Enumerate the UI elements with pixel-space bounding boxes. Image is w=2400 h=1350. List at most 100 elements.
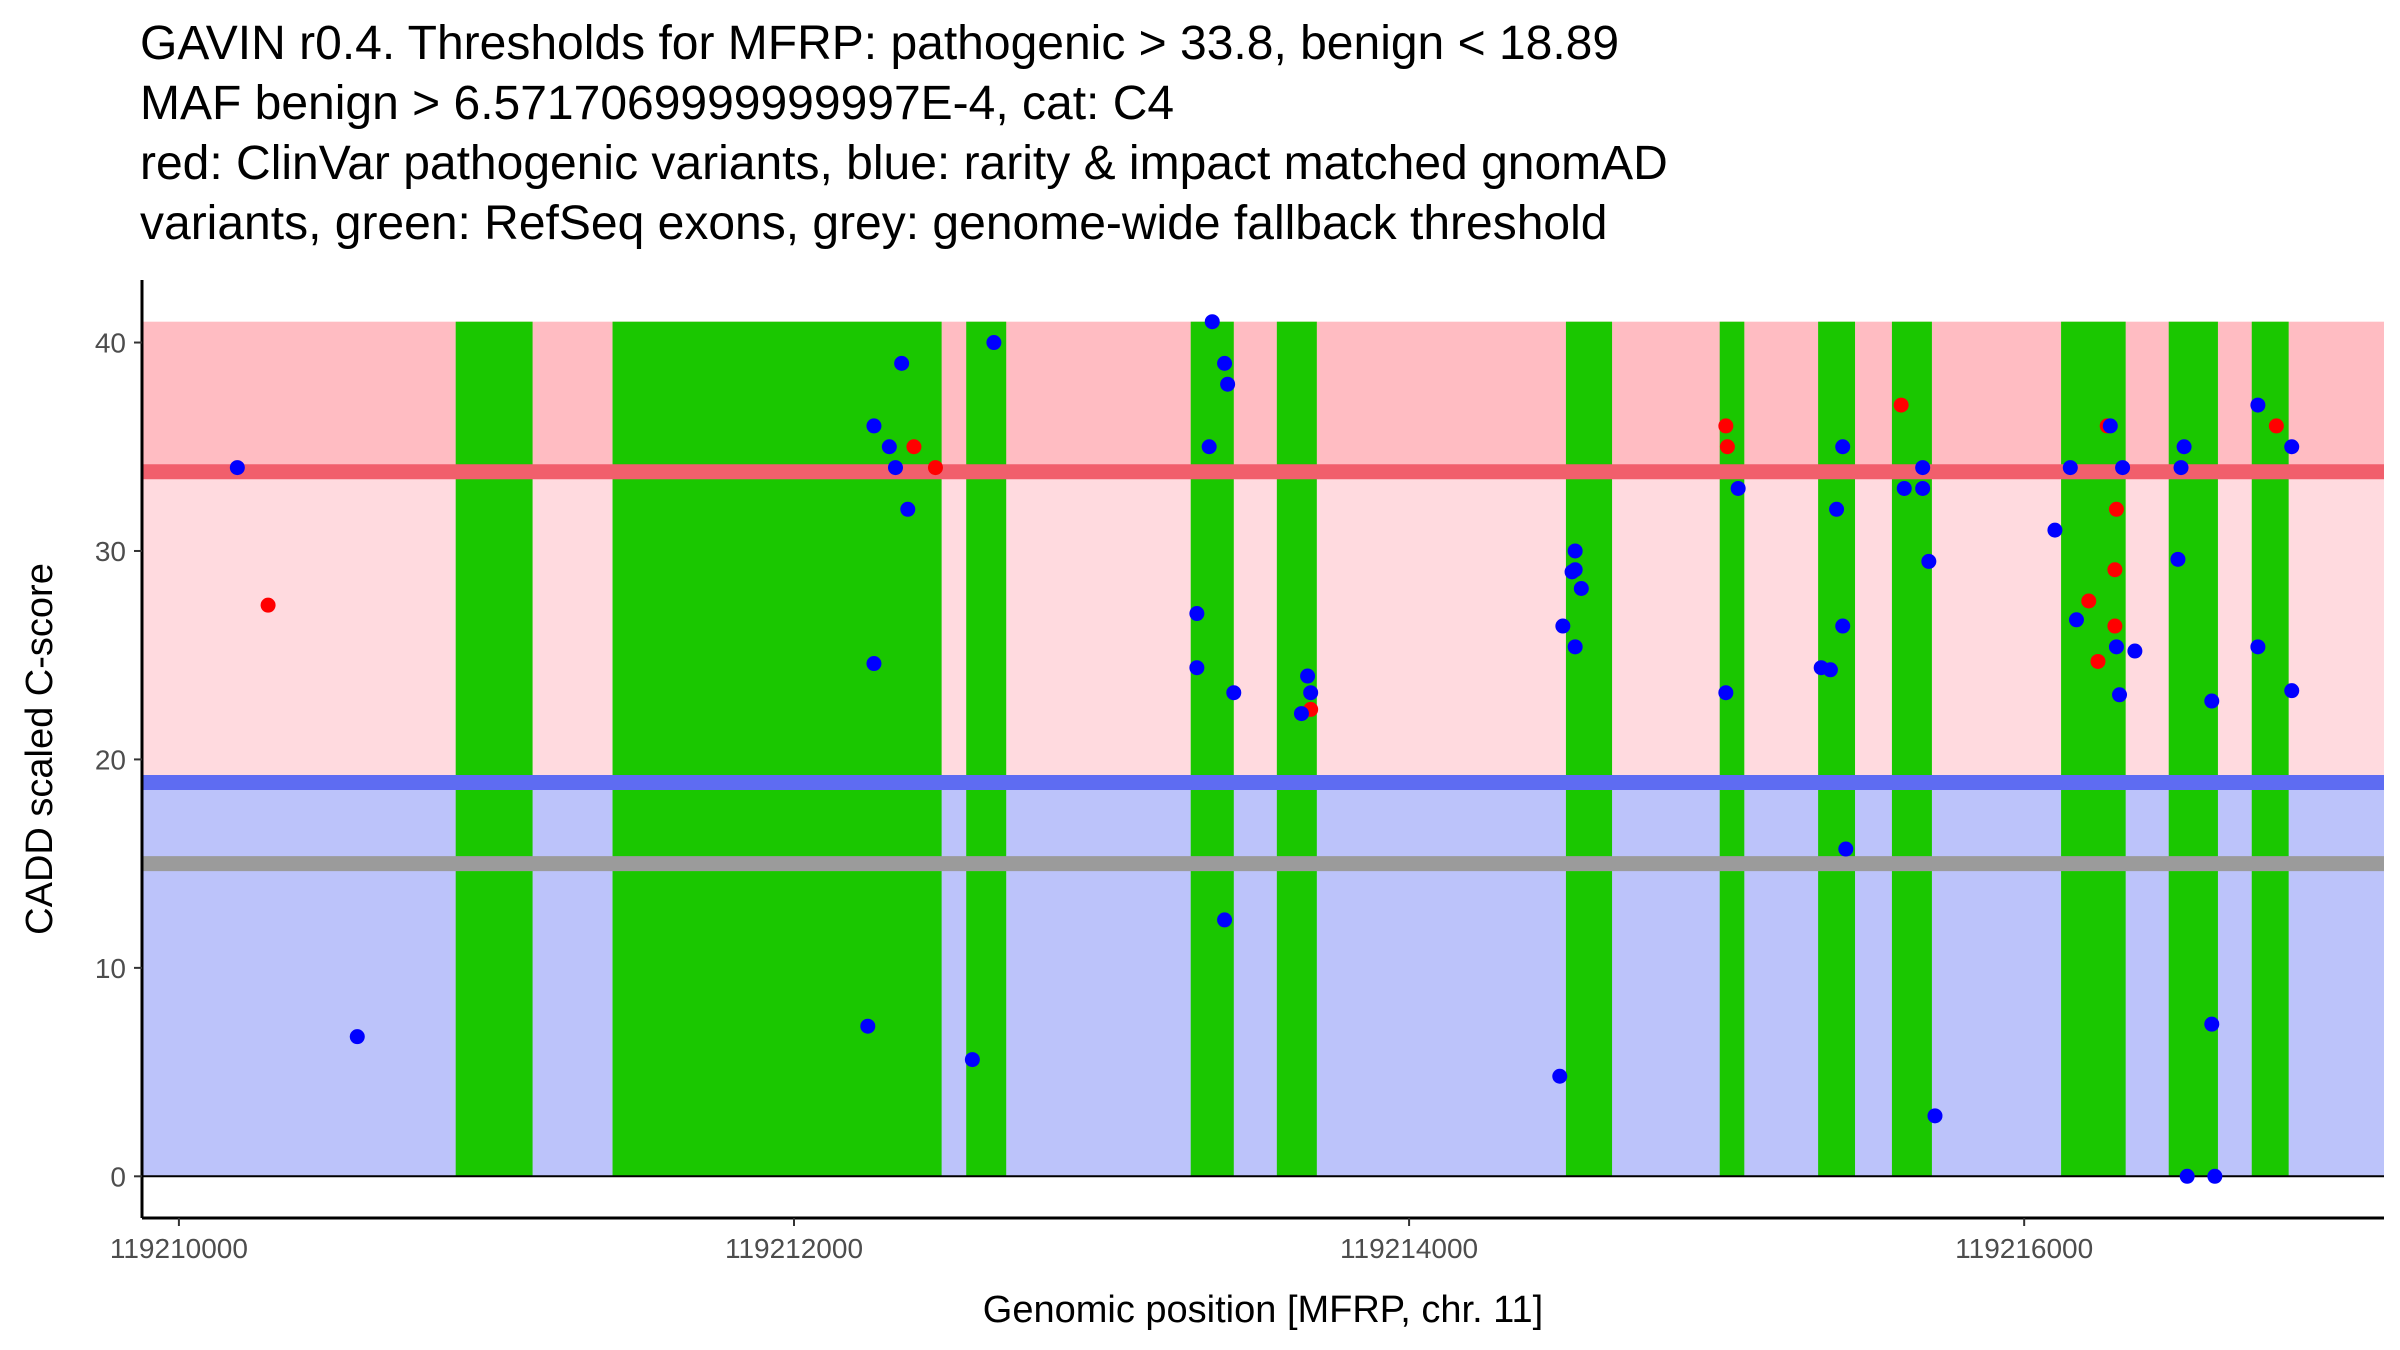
gnomad-point xyxy=(1217,912,1233,928)
gnomad-point xyxy=(866,418,882,434)
gnomad-point xyxy=(887,460,903,476)
gnomad-point xyxy=(1204,314,1220,330)
title-line-2: MAF benign > 6.5717069999999997E-4, cat:… xyxy=(140,77,1175,130)
gnomad-point xyxy=(1552,1068,1568,1084)
x-tick-label: 119216000 xyxy=(1955,1233,2093,1264)
title-line-4: variants, green: RefSeq exons, grey: gen… xyxy=(140,197,1608,250)
exon-bars xyxy=(455,321,2289,1177)
variant-points xyxy=(229,314,2300,1184)
gnomad-point xyxy=(2204,1016,2220,1032)
clinvar-point xyxy=(927,460,943,476)
gnomad-point xyxy=(1567,639,1583,655)
clinvar-point xyxy=(260,597,276,613)
gnomad-point xyxy=(1927,1108,1943,1124)
gnomad-point xyxy=(2250,397,2266,413)
exon-bar xyxy=(966,321,1007,1177)
gnomad-point xyxy=(2204,693,2220,709)
gnomad-point xyxy=(1915,480,1931,496)
x-axis-title: Genomic position [MFRP, chr. 11] xyxy=(983,1289,1543,1331)
gnomad-point xyxy=(986,335,1002,351)
gnomad-point xyxy=(1567,562,1583,578)
gnomad-point xyxy=(2127,643,2143,659)
exon-bar xyxy=(1891,321,1932,1177)
gnomad-point xyxy=(2207,1168,2223,1184)
gnomad-point xyxy=(1730,480,1746,496)
gnomad-point xyxy=(1189,606,1205,622)
gnomad-point xyxy=(860,1018,876,1034)
gnomad-point xyxy=(1835,439,1851,455)
gnomad-point xyxy=(2108,639,2124,655)
gnomad-point xyxy=(349,1029,365,1045)
clinvar-point xyxy=(2090,653,2106,669)
gnomad-point xyxy=(1573,580,1589,596)
gnomad-point xyxy=(1829,501,1845,517)
exon-bar xyxy=(455,321,533,1177)
gnomad-point xyxy=(229,460,245,476)
x-tick-label: 119210000 xyxy=(110,1233,248,1264)
x-tick-label: 119212000 xyxy=(725,1233,863,1264)
gnomad-point xyxy=(1921,553,1937,569)
gnomad-point xyxy=(2062,460,2078,476)
gnomad-point xyxy=(1835,618,1851,634)
exon-bar xyxy=(1719,321,1745,1177)
y-tick-label: 20 xyxy=(95,744,126,775)
gnomad-point xyxy=(2176,439,2192,455)
gnomad-point xyxy=(2284,439,2300,455)
y-tick-label: 40 xyxy=(95,328,126,359)
title-line-1: GAVIN r0.4. Thresholds for MFRP: pathoge… xyxy=(140,17,1620,70)
exon-bar xyxy=(2168,321,2218,1177)
clinvar-point xyxy=(1718,418,1734,434)
gnomad-point xyxy=(900,501,916,517)
gnomad-point xyxy=(1300,668,1316,684)
gnomad-point xyxy=(1567,543,1583,559)
clinvar-point xyxy=(1893,397,1909,413)
gnomad-point xyxy=(2115,460,2131,476)
gnomad-point xyxy=(1189,660,1205,676)
gnomad-point xyxy=(894,355,910,371)
clinvar-point xyxy=(2108,501,2124,517)
title-line-3: red: ClinVar pathogenic variants, blue: … xyxy=(140,137,1668,190)
exon-bar xyxy=(2061,321,2126,1177)
gnomad-point xyxy=(1838,841,1854,857)
chart-title: GAVIN r0.4. Thresholds for MFRP: pathoge… xyxy=(140,14,2380,254)
gnomad-point xyxy=(1217,355,1233,371)
exon-bar xyxy=(1818,321,1856,1177)
gnomad-point xyxy=(1303,685,1319,701)
gnomad-point xyxy=(1201,439,1217,455)
gnomad-point xyxy=(2179,1168,2195,1184)
y-tick-label: 0 xyxy=(110,1161,126,1192)
gnomad-point xyxy=(1555,618,1571,634)
exon-bar xyxy=(2251,321,2289,1177)
gnomad-point xyxy=(1226,685,1242,701)
clinvar-point xyxy=(1719,439,1735,455)
y-tick-label: 30 xyxy=(95,536,126,567)
y-tick-label: 10 xyxy=(95,953,126,984)
gnomad-point xyxy=(1896,480,1912,496)
gnomad-point xyxy=(2170,551,2186,567)
gnomad-point xyxy=(866,656,882,672)
gnomad-point xyxy=(1718,685,1734,701)
gnomad-point xyxy=(2284,683,2300,699)
clinvar-point xyxy=(2107,618,2123,634)
axes: 0 10 20 30 40 119210000 119212000 119214000 1192… xyxy=(95,280,2384,1264)
gnomad-point xyxy=(2173,460,2189,476)
gnomad-point xyxy=(2250,639,2266,655)
clinvar-point xyxy=(2268,418,2284,434)
y-axis-title: CADD scaled C-score xyxy=(19,563,61,935)
threshold-lines xyxy=(142,464,2384,1178)
gnomad-point xyxy=(1293,706,1309,722)
clinvar-point xyxy=(906,439,922,455)
gnomad-point xyxy=(2047,522,2063,538)
gnomad-point xyxy=(1220,376,1236,392)
clinvar-point xyxy=(2081,593,2097,609)
gnomad-point xyxy=(2102,418,2118,434)
exon-bar xyxy=(612,321,942,1177)
gnomad-point xyxy=(1822,662,1838,678)
gnomad-point xyxy=(1915,460,1931,476)
x-tick-label: 119214000 xyxy=(1340,1233,1478,1264)
gnomad-point xyxy=(2068,612,2084,628)
clinvar-point xyxy=(2107,562,2123,578)
exon-bar xyxy=(1276,321,1317,1177)
gnomad-point xyxy=(964,1052,980,1068)
